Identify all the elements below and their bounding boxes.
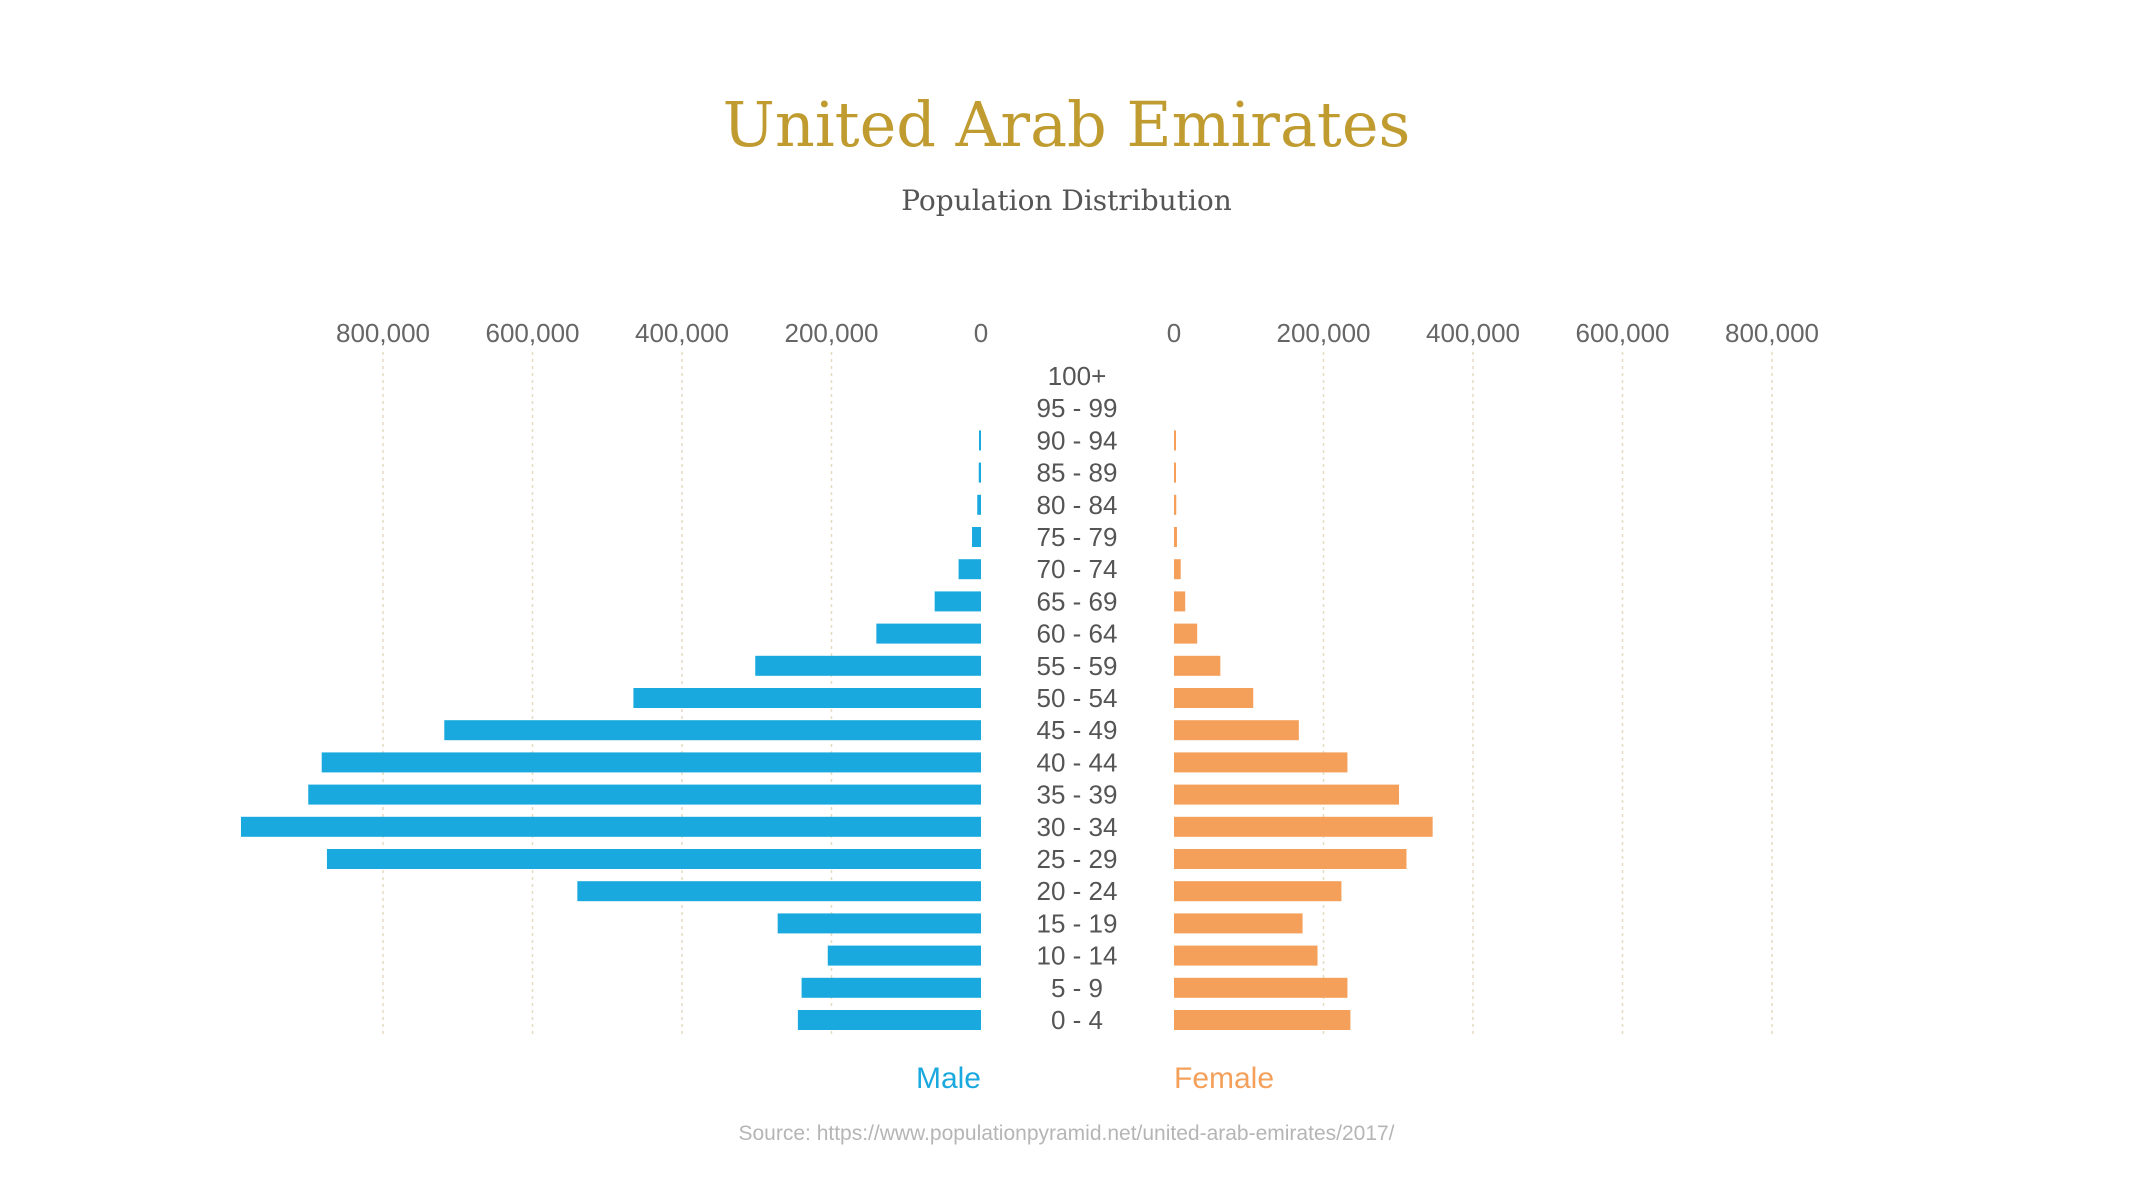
male-bar: [444, 720, 981, 741]
legend-female: Female: [1174, 1062, 1274, 1095]
male-bar: [308, 784, 981, 805]
female-bar: [1174, 816, 1433, 837]
chart-subtitle: Population Distribution: [901, 184, 1232, 217]
male-bar: [958, 559, 981, 580]
female-axis-tick-label: 200,000: [1277, 318, 1371, 348]
male-bar: [801, 977, 981, 998]
age-group-label: 85 - 89: [1037, 458, 1118, 488]
male-bar: [240, 816, 982, 837]
age-group-label: 45 - 49: [1037, 715, 1118, 745]
age-group-label: 60 - 64: [1037, 619, 1118, 649]
age-group-label: 75 - 79: [1037, 522, 1118, 552]
female-bar: [1174, 655, 1221, 676]
male-bar: [321, 752, 982, 773]
female-bar: [1174, 752, 1348, 773]
female-bar: [1174, 527, 1177, 547]
legend-male: Male: [916, 1062, 981, 1095]
male-axis-tick-label: 200,000: [785, 318, 879, 348]
age-group-label: 15 - 19: [1037, 908, 1118, 938]
female-bar: [1174, 881, 1342, 902]
male-bar: [777, 913, 981, 934]
male-bar: [934, 591, 981, 612]
male-bar: [827, 945, 981, 966]
female-bar: [1174, 945, 1318, 966]
source-note: Source: https://www.populationpyramid.ne…: [738, 1122, 1395, 1145]
female-bar: [1174, 720, 1299, 741]
male-axis-tick-label: 400,000: [635, 318, 729, 348]
male-axis-tick-label: 800,000: [336, 318, 430, 348]
age-group-label: 95 - 99: [1037, 393, 1118, 423]
age-group-label: 0 - 4: [1051, 1005, 1103, 1035]
female-bar: [1174, 784, 1399, 805]
male-bar: [633, 688, 981, 708]
male-bar: [326, 849, 981, 869]
male-axis-tick-label: 600,000: [486, 318, 580, 348]
age-group-label: 100+: [1048, 361, 1107, 391]
age-group-label: 40 - 44: [1037, 747, 1118, 777]
female-bar: [1174, 849, 1407, 869]
age-group-label: 20 - 24: [1037, 876, 1118, 906]
chart-title: United Arab Emirates: [722, 88, 1411, 161]
female-bar: [1174, 430, 1176, 451]
female-axis-tick-label: 400,000: [1426, 318, 1520, 348]
age-group-label: 90 - 94: [1037, 425, 1118, 455]
age-group-label: 5 - 9: [1051, 973, 1103, 1003]
male-bar: [577, 881, 981, 902]
male-bar: [972, 527, 981, 547]
female-bar: [1174, 462, 1176, 483]
age-group-label: 55 - 59: [1037, 651, 1118, 681]
female-axis-tick-label: 600,000: [1576, 318, 1670, 348]
male-axis-tick-label: 0: [974, 318, 988, 348]
age-group-label: 80 - 84: [1037, 490, 1118, 520]
age-group-label: 65 - 69: [1037, 586, 1118, 616]
age-group-label: 35 - 39: [1037, 780, 1118, 810]
female-axis-tick-label: 0: [1167, 318, 1181, 348]
age-group-label: 10 - 14: [1037, 941, 1118, 971]
female-bar: [1174, 977, 1348, 998]
male-bar: [797, 1010, 981, 1030]
age-group-label: 25 - 29: [1037, 844, 1118, 874]
female-bar: [1174, 913, 1303, 934]
female-bar: [1174, 494, 1177, 515]
female-axis-tick-label: 800,000: [1725, 318, 1819, 348]
female-bar: [1174, 591, 1186, 612]
female-bar: [1174, 623, 1198, 644]
female-bar: [1174, 1010, 1351, 1030]
male-bar: [755, 655, 981, 676]
age-group-label: 70 - 74: [1037, 554, 1118, 584]
male-bar: [978, 462, 981, 483]
male-bar: [876, 623, 981, 644]
female-bar: [1174, 559, 1181, 580]
female-bar: [1174, 688, 1254, 708]
age-group-label: 30 - 34: [1037, 812, 1118, 842]
male-bar: [979, 430, 981, 451]
male-bar: [977, 494, 981, 515]
age-group-label: 50 - 54: [1037, 683, 1118, 713]
